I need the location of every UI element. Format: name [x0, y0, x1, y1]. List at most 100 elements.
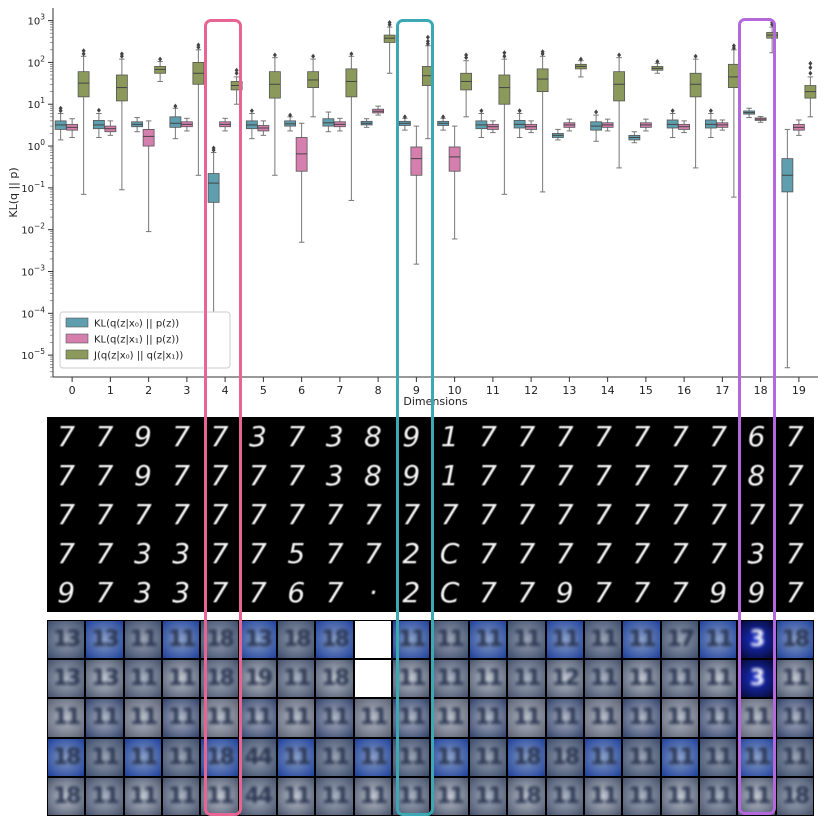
box-2-6: [307, 53, 320, 118]
mnist-digit: 7: [632, 459, 651, 492]
mnist-cell: 7: [623, 574, 660, 611]
flier-point: [196, 42, 201, 48]
flier-point: [119, 51, 124, 57]
mnist-cell: 8: [354, 418, 392, 455]
mnist-cell: 7: [546, 418, 583, 455]
box-0-17: [704, 108, 717, 139]
svhn-cell: 11: [431, 621, 468, 659]
svhn-cell: 11: [584, 660, 622, 698]
mnist-cell: 7: [584, 496, 622, 533]
svhn-digits: 11: [398, 783, 427, 809]
svhn-cell: 17: [661, 621, 698, 659]
box-0-10: [437, 114, 450, 131]
mnist-digit: 7: [479, 459, 497, 492]
svhn-digits: 11: [436, 744, 465, 770]
svhn-digits: 11: [628, 666, 657, 692]
svhn-digits: 11: [781, 705, 811, 731]
svhn-cell: 11: [124, 738, 162, 776]
box-body: [169, 116, 182, 128]
svhn-digits: 11: [282, 705, 312, 731]
svhn-cell: [354, 621, 392, 659]
svhn-digits: 11: [704, 744, 734, 770]
mnist-digit: 7: [210, 420, 229, 453]
box-2-8: [383, 20, 396, 74]
mnist-cell: C: [431, 574, 468, 611]
mnist-digit: 1: [440, 420, 459, 453]
mnist-digit: 3: [172, 576, 191, 609]
mnist-digit: 3: [133, 537, 152, 570]
highlight-dimension-9: [396, 19, 434, 816]
svhn-cell: 18: [316, 621, 353, 659]
flier-point: [349, 51, 354, 57]
svhn-cell: 11: [623, 621, 660, 659]
mnist-digit: 7: [594, 420, 612, 453]
mnist-cell: 3: [124, 574, 162, 611]
svhn-cell: 11: [546, 621, 583, 659]
x-tick-label: 17: [715, 384, 729, 397]
box-1-12: [525, 120, 538, 134]
mnist-cell: 9: [124, 457, 162, 494]
highlight-dimension-4: [204, 19, 242, 816]
svhn-cell: 3: [738, 660, 775, 698]
svhn-cell: 11: [699, 699, 737, 737]
svhn-digits: 11: [167, 666, 197, 692]
mnist-digit: 7: [785, 420, 804, 453]
mnist-cell: 7: [239, 574, 277, 611]
svhn-cell: 11: [163, 621, 200, 659]
svhn-digits: 11: [436, 627, 465, 653]
svhn-digits: 11: [129, 705, 159, 731]
svhn-cell: 12: [546, 660, 583, 698]
mnist-cell: 7: [699, 457, 737, 494]
mnist-digit: 2: [402, 576, 421, 609]
svhn-cell: 11: [124, 777, 162, 815]
mnist-cell: 7: [738, 496, 775, 533]
svhn-digits: 17: [666, 627, 695, 653]
flier-point: [540, 49, 545, 55]
svhn-digits: 11: [398, 666, 427, 692]
svhn-digits: 11: [474, 705, 504, 731]
svhn-cell: 11: [431, 699, 468, 737]
flier-point: [731, 43, 736, 49]
svhn-digits: 44: [244, 783, 274, 809]
box-0-4: [207, 145, 220, 314]
box-2-11: [498, 50, 511, 195]
mnist-digit: 7: [172, 498, 191, 531]
box-body: [498, 74, 511, 105]
mnist-cell: 7: [201, 457, 238, 494]
mnist-cell: 6: [278, 574, 315, 611]
mnist-digit: 7: [287, 420, 306, 453]
mnist-cell: 7: [623, 496, 660, 533]
mnist-digit: 7: [210, 537, 229, 570]
y-tick-label: 10−4: [21, 305, 45, 320]
mnist-digit: 7: [57, 537, 76, 570]
mnist-digit: 3: [172, 537, 191, 570]
mnist-cell: 7: [776, 496, 813, 533]
svhn-cell: 18: [278, 621, 315, 659]
flier-point: [502, 50, 507, 56]
mnist-cell: 7: [699, 418, 737, 455]
box-2-14: [613, 52, 626, 169]
mnist-cell: 7: [623, 457, 660, 494]
flier-point: [464, 55, 469, 61]
svhn-digits: 11: [781, 666, 811, 692]
box-1-10: [448, 125, 461, 240]
box-2-1: [115, 51, 128, 191]
mnist-digit: 7: [632, 420, 651, 453]
mnist-digit: 7: [517, 459, 536, 492]
mnist-cell: 7: [584, 457, 622, 494]
mnist-digit: 2: [402, 537, 421, 570]
mnist-cell: 7: [623, 418, 660, 455]
svhn-digits: 18: [781, 783, 811, 809]
y-tick-label: 101: [27, 96, 45, 111]
flier-point: [464, 52, 469, 58]
mnist-cell: 1: [431, 418, 468, 455]
mnist-cell: 7: [776, 535, 813, 572]
mnist-cell: 5: [278, 535, 315, 572]
svhn-cell: 11: [776, 699, 813, 737]
highlight-dimension-18: [738, 18, 776, 815]
flier-point: [517, 108, 522, 114]
flier-point: [808, 65, 813, 71]
x-tick-label: 18: [754, 384, 768, 397]
flier-point: [234, 67, 239, 73]
